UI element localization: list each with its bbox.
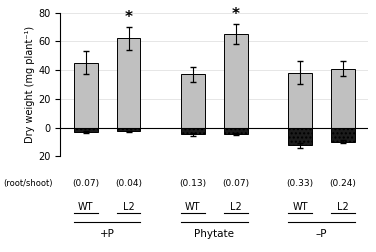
Text: L2: L2 <box>230 202 242 212</box>
Bar <box>181 128 205 134</box>
Bar <box>224 128 247 134</box>
Text: WT: WT <box>292 202 308 212</box>
Bar <box>117 39 141 128</box>
Bar <box>117 128 141 131</box>
Text: L2: L2 <box>123 202 135 212</box>
Bar <box>288 128 312 145</box>
Text: (0.07): (0.07) <box>72 179 99 188</box>
Bar <box>331 69 355 128</box>
Text: –P: –P <box>315 229 327 239</box>
Text: *: * <box>232 7 240 22</box>
Bar <box>224 34 247 128</box>
Bar <box>288 73 312 128</box>
Bar <box>331 128 355 142</box>
Text: L2: L2 <box>337 202 349 212</box>
Text: (0.07): (0.07) <box>222 179 249 188</box>
Text: WT: WT <box>185 202 201 212</box>
Text: *: * <box>125 10 133 25</box>
Bar <box>181 74 205 128</box>
Text: (0.24): (0.24) <box>329 179 356 188</box>
Text: WT: WT <box>78 202 94 212</box>
Text: Phytate: Phytate <box>194 229 234 239</box>
Text: (root/shoot): (root/shoot) <box>3 179 53 188</box>
Text: (0.33): (0.33) <box>287 179 314 188</box>
Bar <box>74 128 98 132</box>
Bar <box>74 63 98 128</box>
Y-axis label: Dry weight (mg plant⁻¹): Dry weight (mg plant⁻¹) <box>25 26 35 143</box>
Text: +P: +P <box>100 229 115 239</box>
Text: (0.13): (0.13) <box>179 179 206 188</box>
Text: (0.04): (0.04) <box>115 179 142 188</box>
